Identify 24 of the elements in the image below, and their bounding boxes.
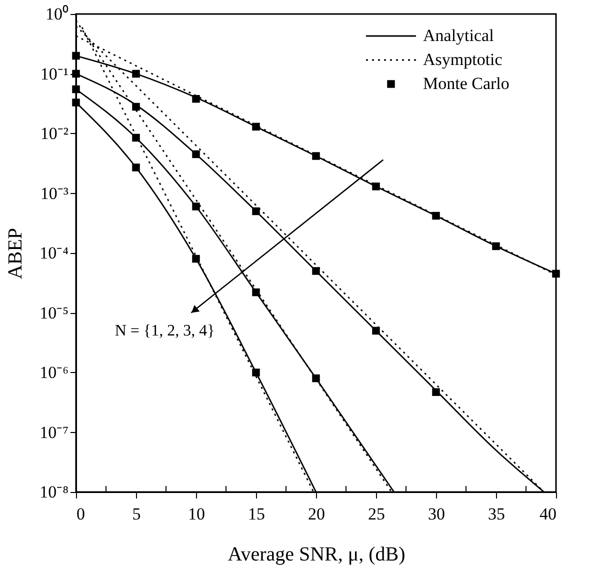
y-tick-label: 10⁻² [40, 124, 68, 143]
x-tick-label: 15 [248, 504, 265, 524]
y-tick-label: 10⁻⁸ [40, 482, 69, 502]
x-tick-label: 0 [76, 504, 85, 524]
y-tick-label: 10⁻¹ [40, 64, 68, 84]
x-tick-label: 10 [188, 504, 205, 524]
x-tick-label: 20 [308, 504, 325, 524]
legend-label: Analytical [423, 26, 494, 45]
y-tick-label: 10⁻³ [40, 184, 68, 203]
y-tick-label: 10⁰ [46, 4, 68, 24]
x-tick-label: 30 [428, 504, 445, 524]
y-tick-label: 10⁻⁵ [40, 303, 69, 322]
y-tick-label: 10⁻⁴ [40, 244, 69, 262]
y-axis-title: ABEP [4, 228, 27, 280]
annotation: N = {1, 2, 3, 4} [114, 322, 215, 340]
x-tick-label: 25 [368, 504, 385, 524]
legend-label: Asymptotic [423, 50, 503, 69]
y-tick-label: 10⁻⁷ [40, 422, 69, 442]
x-tick-label: 35 [488, 504, 505, 524]
x-axis-title: Average SNR, μ, (dB) [228, 544, 406, 566]
x-tick-label: 5 [132, 504, 141, 524]
legend-label: Monte Carlo [423, 74, 510, 93]
y-tick-label: 10⁻⁶ [40, 363, 69, 382]
x-tick-label: 40 [540, 504, 556, 524]
